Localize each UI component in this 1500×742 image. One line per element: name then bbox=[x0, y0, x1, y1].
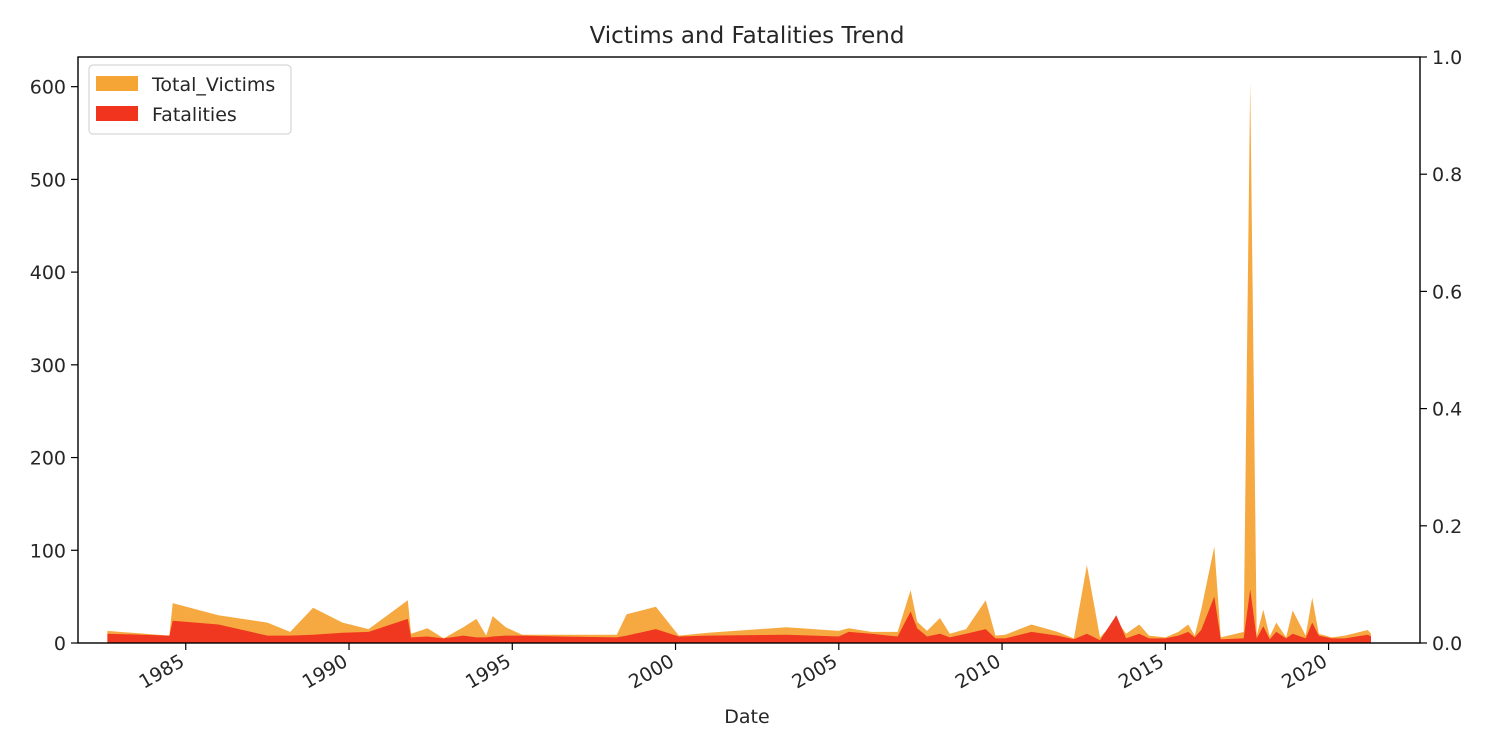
legend-swatch-total-victims bbox=[96, 76, 138, 91]
legend-box bbox=[88, 64, 292, 135]
axes-frame bbox=[77, 56, 1421, 644]
y-tick-label: 0 bbox=[54, 633, 66, 655]
y2-tick-label: 0.8 bbox=[1432, 164, 1462, 186]
legend-swatch-fatalities bbox=[96, 106, 138, 121]
chart-title: Victims and Fatalities Trend bbox=[590, 23, 905, 49]
y-tick-label: 600 bbox=[30, 77, 66, 99]
y2-tick-label: 0.6 bbox=[1432, 281, 1462, 303]
y-tick-label: 300 bbox=[30, 355, 66, 377]
y2-tick-label: 0.4 bbox=[1432, 399, 1462, 421]
y-tick-label: 400 bbox=[30, 262, 66, 284]
y-tick-label: 500 bbox=[30, 169, 66, 191]
y2-tick-label: 0.2 bbox=[1432, 516, 1462, 538]
area-series-total-victims bbox=[107, 82, 1371, 643]
y2-tick-label: 1.0 bbox=[1432, 47, 1462, 69]
y-tick-label: 200 bbox=[30, 448, 66, 470]
legend: Total_Victims Fatalities bbox=[88, 64, 292, 135]
legend-label-fatalities: Fatalities bbox=[152, 104, 237, 126]
y2-tick-label: 0.0 bbox=[1432, 633, 1462, 655]
plot-area bbox=[107, 82, 1371, 643]
x-axis-label: Date bbox=[724, 706, 769, 728]
y-tick-label: 100 bbox=[30, 540, 66, 562]
legend-label-total-victims: Total_Victims bbox=[151, 74, 275, 96]
area-series-fatalities bbox=[107, 589, 1371, 643]
